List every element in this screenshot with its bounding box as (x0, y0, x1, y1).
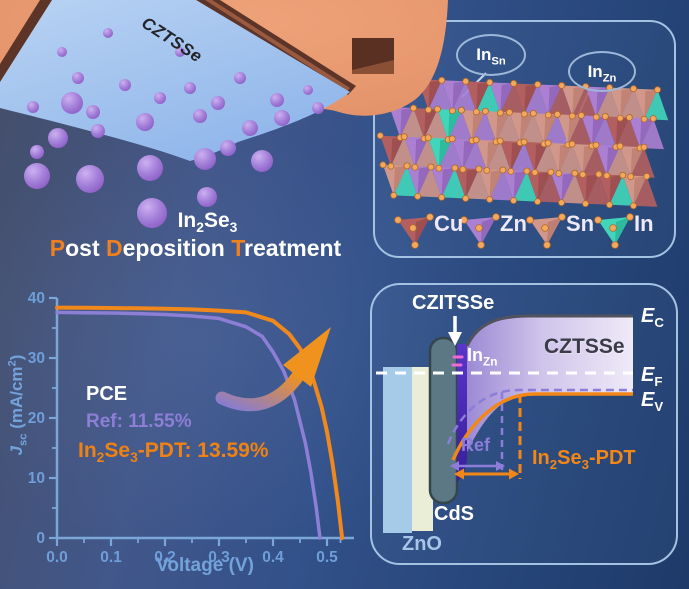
ref-valence-band-dashed (446, 388, 633, 445)
cztsse-bulk-label: CZTSSe (544, 335, 625, 358)
conduction-band-edge (465, 314, 633, 347)
film-label: CZTSSe (138, 13, 206, 67)
svg-text:0.3: 0.3 (208, 549, 230, 566)
svg-text:0.1: 0.1 (100, 549, 122, 566)
svg-text:10: 10 (28, 470, 45, 487)
svg-text:0.2: 0.2 (154, 549, 176, 566)
inzn-defect-label: InZn (467, 345, 498, 369)
x-axis-title: Voltage (V) (156, 555, 254, 576)
jv-chart-svg: 0.0 0.1 0.2 0.3 0.4 0.5 0 10 20 30 40 (28, 290, 354, 566)
czitsse-pointer-arrow (448, 316, 462, 346)
chart-axes: 0.0 0.1 0.2 0.3 0.4 0.5 0 10 20 30 40 (28, 290, 354, 566)
ev-label: EV (641, 389, 664, 414)
pce-ref-value: Ref: 11.55% (86, 411, 192, 432)
svg-text:0.4: 0.4 (262, 549, 284, 566)
callout-insn-label: InSn (476, 45, 506, 68)
crystal-panel-content: InSn InZn Cu Zn Sn In (360, 0, 689, 280)
legend-item-sn (526, 213, 566, 249)
holder-edge-right (196, 0, 356, 95)
improvement-arrow (215, 327, 331, 412)
svg-text:40: 40 (28, 290, 45, 307)
cztsse-band-region (467, 316, 633, 452)
callout-inzn-label: InZn (587, 61, 617, 84)
legend-item-in (594, 213, 634, 249)
caption-compound: In2Se3 (177, 209, 238, 236)
band-panel-content: CZITSSe InZn CZTSSe EC EF EV Ref In2Se3-… (360, 280, 689, 589)
legend-item-zn (460, 213, 500, 249)
pdt-valence-band (451, 392, 633, 461)
crystal-lattice-svg (376, 72, 669, 249)
zno-layer-2 (412, 367, 433, 531)
ref-label: Ref (461, 435, 491, 455)
svg-text:30: 30 (28, 350, 45, 367)
cds-label: CdS (434, 503, 474, 525)
crystal-lattice (376, 75, 669, 210)
pce-heading: PCE (86, 383, 128, 405)
cztsse-film (0, 0, 350, 161)
in2se3-droplets (24, 28, 324, 228)
holder-edge-highlight (205, 0, 350, 91)
curve-ref (55, 310, 322, 540)
y-axis-title: Jsc (mA/cm2) (6, 354, 30, 456)
zno-label: ZnO (402, 533, 442, 555)
cds-layer (428, 336, 459, 505)
chart-curves (55, 305, 345, 540)
ec-label: EC (641, 305, 664, 330)
holder-edge-left (0, 0, 54, 84)
curve-in2se3-pdt (55, 305, 345, 540)
pdt-label: In2Se3-PDT (532, 447, 636, 472)
pce-pdt-value: In2Se3-PDT: 13.59% (78, 439, 269, 466)
svg-text:20: 20 (28, 410, 45, 427)
inzn-defect-marks (451, 355, 464, 367)
svg-text:0.5: 0.5 (316, 549, 338, 566)
pdt-width-arrow (454, 468, 519, 480)
callout-oval-insn: InSn (456, 34, 526, 76)
zno-layer-1 (383, 367, 412, 533)
svg-text:0.0: 0.0 (46, 549, 68, 566)
ref-width-arrow (450, 461, 505, 471)
svg-text:0: 0 (36, 530, 45, 547)
czitsse-label: CZITSSe (412, 292, 495, 314)
ef-label: EF (641, 364, 663, 389)
legend-item-cu (394, 213, 434, 249)
callout-oval-inzn: InZn (568, 51, 636, 92)
crystal-legend-icons (394, 213, 634, 249)
jv-chart: 0.0 0.1 0.2 0.3 0.4 0.5 0 10 20 30 40 PCE Ref: 11.… (0, 280, 360, 589)
caption-treatment: Post Deposition Treatment (49, 235, 342, 261)
band-diagram-svg (376, 314, 633, 533)
